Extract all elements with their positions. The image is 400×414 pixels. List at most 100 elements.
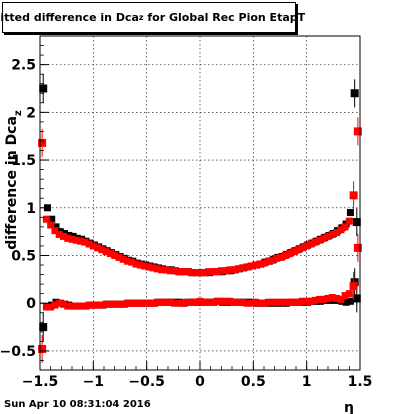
data-point <box>251 261 259 269</box>
data-point <box>349 191 358 200</box>
data-point <box>115 300 123 308</box>
x-tick-label: 1 <box>302 374 312 390</box>
data-point <box>166 267 174 275</box>
footer-timestamp: Sun Apr 10 08:31:04 2016 <box>4 399 151 410</box>
data-point <box>48 215 56 223</box>
data-point <box>102 300 110 308</box>
y-axis-label: difference in Dcaz <box>4 110 24 250</box>
data-point <box>149 264 157 272</box>
data-point <box>352 218 361 227</box>
data-point <box>59 232 67 240</box>
data-point <box>72 236 80 244</box>
data-point <box>106 250 114 258</box>
data-point <box>320 295 328 303</box>
data-point <box>115 253 123 261</box>
data-point <box>166 298 174 306</box>
data-point <box>64 302 72 310</box>
chart-title-main: Fitted difference in Dca <box>0 11 139 24</box>
data-point <box>39 323 48 332</box>
data-point <box>38 345 47 354</box>
data-point <box>59 300 67 308</box>
data-point <box>337 226 345 234</box>
x-tick-label: 1.5 <box>348 374 373 390</box>
data-point <box>38 138 47 147</box>
data-point <box>256 299 264 307</box>
data-point <box>247 262 255 270</box>
data-point <box>132 260 140 268</box>
data-point <box>350 89 359 98</box>
data-point <box>158 266 166 274</box>
data-point <box>94 301 102 309</box>
data-point <box>352 294 361 303</box>
data-point <box>260 259 268 267</box>
data-point <box>337 295 345 303</box>
data-point <box>175 299 183 307</box>
data-point <box>55 299 63 307</box>
chart-title-sub: z <box>138 13 144 22</box>
data-point <box>341 292 349 300</box>
data-point <box>213 297 221 305</box>
y-tick-label: 0 <box>26 296 36 312</box>
y-axis-label-main: difference in Dca <box>4 116 20 250</box>
data-point <box>230 266 238 274</box>
x-tick-label: 0 <box>195 374 205 390</box>
data-point <box>328 293 336 301</box>
data-point <box>294 246 302 254</box>
plot-frame <box>39 35 361 371</box>
data-point <box>333 294 341 302</box>
data-point <box>94 244 102 252</box>
data-point <box>247 299 255 307</box>
data-point <box>205 298 213 306</box>
data-point <box>298 297 306 305</box>
data-point <box>123 257 131 265</box>
data-point <box>136 299 144 307</box>
data-point <box>89 301 97 309</box>
data-point <box>281 298 289 306</box>
data-point <box>269 298 277 306</box>
data-point <box>77 302 85 310</box>
data-point <box>298 244 306 252</box>
data-point <box>158 298 166 306</box>
data-point <box>303 242 311 250</box>
data-point <box>226 297 234 305</box>
data-point <box>55 230 63 238</box>
data-point <box>141 299 149 307</box>
data-point <box>290 248 298 256</box>
data-point <box>98 301 106 309</box>
data-point <box>64 234 72 242</box>
data-point <box>111 251 119 259</box>
data-point <box>47 303 55 311</box>
data-point <box>132 299 140 307</box>
data-point <box>68 235 76 243</box>
data-point <box>349 282 358 291</box>
data-point <box>209 268 217 276</box>
data-point <box>264 257 272 265</box>
data-point <box>175 268 183 276</box>
data-point <box>239 298 247 306</box>
data-point <box>170 267 178 275</box>
data-point <box>136 261 144 269</box>
data-point <box>286 298 294 306</box>
data-point <box>315 236 323 244</box>
data-point <box>328 230 336 238</box>
data-markers <box>38 74 362 364</box>
data-point <box>42 303 50 311</box>
data-point <box>260 299 268 307</box>
data-point <box>205 268 213 276</box>
x-tick-label: −1.5 <box>22 374 59 390</box>
data-point <box>72 302 80 310</box>
data-point <box>153 298 161 306</box>
data-point <box>111 300 119 308</box>
data-point <box>311 238 319 246</box>
data-point <box>213 268 221 276</box>
data-point <box>192 269 200 277</box>
data-point <box>290 298 298 306</box>
data-point <box>196 269 204 277</box>
data-point <box>187 269 195 277</box>
data-point <box>234 265 242 273</box>
data-point <box>170 299 178 307</box>
data-point <box>243 263 251 271</box>
data-point <box>183 298 191 306</box>
data-point <box>333 229 341 237</box>
